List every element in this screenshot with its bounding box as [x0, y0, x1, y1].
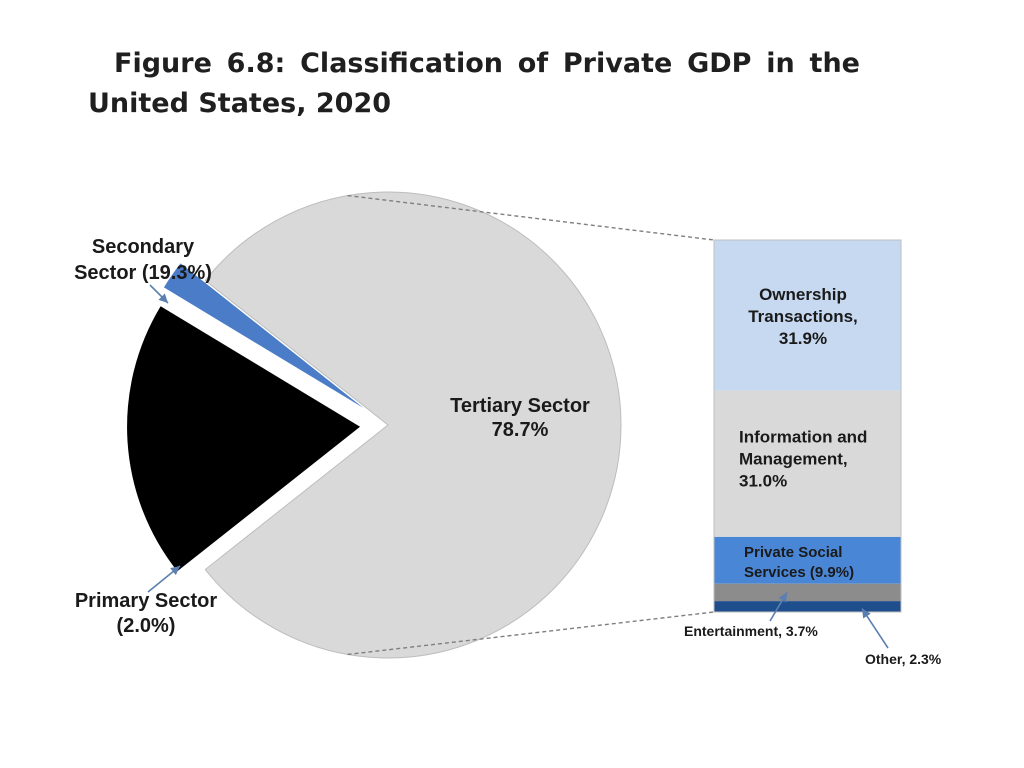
labels: Tertiary Sector 78.7% Secondary Sector (19.…: [74, 236, 942, 667]
arrow-secondary-sector: [149, 284, 169, 304]
pie-slice-secondary-sector: [127, 306, 361, 572]
figure-title: Figure 6.8: Classification of Private GD…: [88, 48, 860, 119]
label-tertiary-sector: Tertiary Sector 78.7%: [450, 395, 590, 441]
connector-lines: [347, 194, 715, 656]
arrow-other: [861, 608, 889, 649]
bar-segment-private-social-services: [714, 536, 901, 584]
pie-slice-primary-sector: [163, 263, 364, 408]
bar-outline: [713, 239, 902, 613]
label-information-and-management: Information and Management, 31.0%: [739, 428, 867, 491]
label-other: Other, 2.3%: [865, 651, 942, 667]
connector-top: [347, 194, 715, 241]
label-ownership-transactions: Ownership Transactions, 31.9%: [748, 285, 858, 348]
pie-slice-tertiary-sector: [204, 191, 622, 659]
bar-segment-information-and-management: [714, 390, 901, 537]
bar-segment-ownership-transactions: [714, 240, 901, 391]
bar-segment-entertainment: [714, 583, 901, 602]
label-entertainment: Entertainment, 3.7%: [684, 623, 818, 639]
bar-segment-other: [714, 601, 901, 612]
arrow-primary-sector: [147, 565, 181, 593]
label-private-social-services: Private Social Services (9.9%): [744, 544, 854, 581]
label-secondary-sector: Secondary Sector (19.3%): [74, 236, 212, 284]
stacked-bar: [713, 239, 902, 613]
label-primary-sector: Primary Sector (2.0%): [75, 590, 218, 637]
arrow-entertainment: [769, 591, 788, 622]
pie-chart: [127, 191, 622, 659]
connector-bottom: [347, 611, 715, 656]
